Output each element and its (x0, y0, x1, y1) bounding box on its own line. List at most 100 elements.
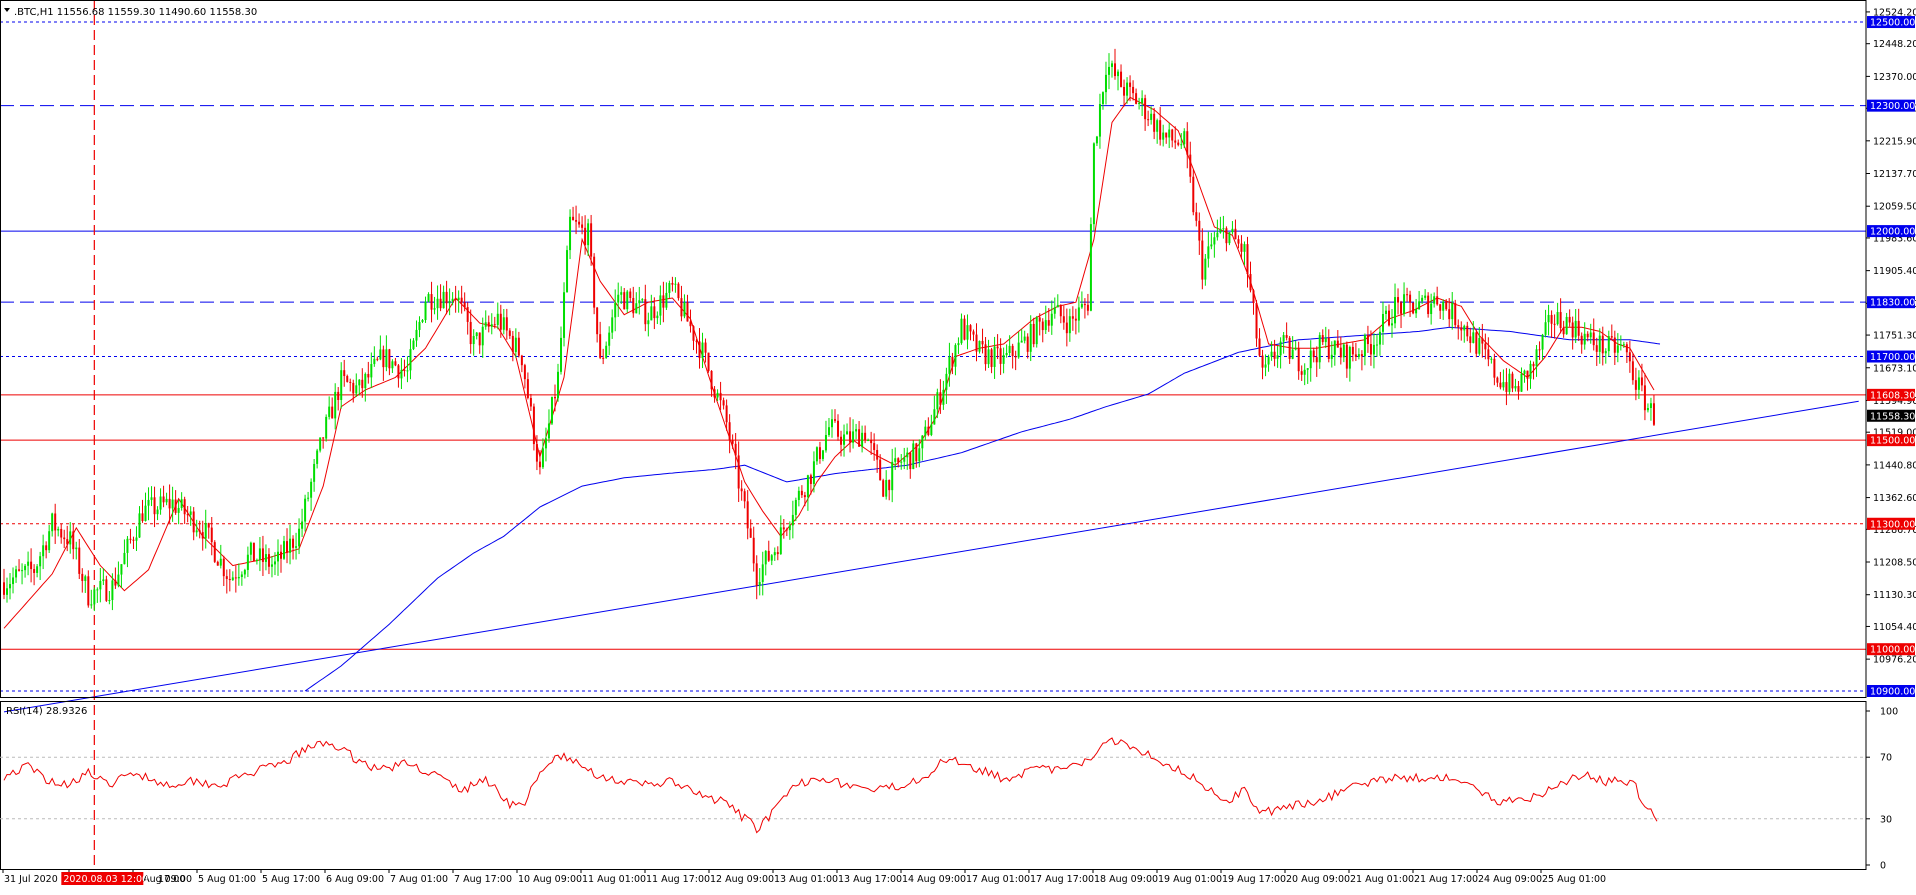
candle-body (1258, 338, 1261, 356)
candle-body (1171, 129, 1174, 141)
candle-body (508, 330, 511, 336)
candle-body (69, 531, 72, 545)
candle-body (897, 458, 900, 463)
candle-body (463, 302, 466, 308)
candle-body (846, 431, 849, 435)
candle-body (267, 554, 270, 567)
candle-body (84, 576, 87, 581)
candle-body (111, 580, 114, 601)
candle-body (520, 355, 523, 366)
candle-body (1041, 321, 1044, 331)
level-price-label: 10900.00 (1870, 687, 1915, 698)
candle-body (144, 505, 147, 521)
candle-body (532, 406, 535, 445)
candle-body (1300, 371, 1303, 375)
candle-body (153, 497, 156, 515)
candle-body (129, 538, 132, 540)
candle-body (1336, 340, 1339, 348)
candle-body (677, 283, 680, 299)
candle-body (493, 324, 496, 326)
candle-body (1484, 343, 1487, 350)
candle-body (51, 513, 54, 532)
level-price-tag (1867, 296, 1915, 309)
candle-body (1394, 297, 1397, 324)
candle-body (951, 356, 954, 367)
candle-body (557, 371, 559, 399)
candle-body (1324, 338, 1327, 343)
candle-body (1378, 331, 1381, 345)
candle-body (1342, 344, 1345, 358)
y-tick-label: 11594.90 (1873, 396, 1916, 407)
candle-body (385, 349, 388, 368)
candle-body (451, 298, 454, 301)
candle-body (752, 537, 755, 564)
candle-body (364, 373, 367, 389)
candle-body (1117, 71, 1120, 77)
level-price-label: 12000.00 (1870, 227, 1915, 238)
candle-body (770, 555, 773, 561)
candle-body (168, 498, 171, 509)
candle-body (1451, 302, 1454, 320)
candle-body (252, 542, 255, 562)
candle-body (541, 448, 544, 468)
candle-body (334, 391, 337, 419)
candle-body (704, 342, 707, 353)
candle-body (1056, 304, 1059, 308)
candle-body (460, 297, 463, 303)
candle-body (1120, 71, 1123, 87)
candle-body (286, 541, 289, 553)
candle-body (1189, 154, 1192, 177)
candle-body (1511, 373, 1514, 389)
candle-body (797, 490, 800, 500)
candle-body (779, 527, 782, 555)
candle-body (1517, 386, 1520, 392)
candle-body (439, 298, 442, 309)
level-price-label: 12500.00 (1870, 18, 1915, 29)
candle-body (192, 511, 195, 533)
candle-body (210, 527, 213, 543)
candle-body (349, 381, 352, 383)
candle-body (1631, 361, 1634, 381)
x-tick-label: 18 Aug 09:00 (1094, 874, 1158, 885)
ma-fast-line (3, 96, 1655, 629)
candle-body (1198, 220, 1201, 241)
rsi-y-tick-label: 30 (1880, 814, 1892, 825)
candle-body (1123, 86, 1126, 96)
candle-body (15, 569, 18, 578)
candle-body (581, 224, 584, 228)
candle-body (933, 409, 936, 425)
candle-body (852, 431, 855, 443)
candle-body (930, 424, 933, 435)
candle-body (879, 459, 882, 481)
candle-body (1415, 309, 1418, 314)
candle-body (1595, 345, 1598, 352)
candle-body (466, 307, 469, 322)
candle-body (1583, 333, 1586, 345)
candle-body (1439, 304, 1442, 311)
x-tick-label: 21 Aug 01:00 (1350, 874, 1414, 885)
candle-body (1628, 352, 1631, 362)
candle-body (487, 322, 490, 327)
candle-body (1297, 347, 1300, 372)
candle-body (1466, 325, 1469, 337)
candle-body (316, 450, 319, 464)
candle-body (1044, 320, 1047, 331)
candle-body (1550, 314, 1553, 324)
candle-body (469, 321, 472, 345)
candle-body (1111, 63, 1113, 67)
candle-body (499, 313, 502, 330)
candle-body (1541, 334, 1544, 350)
candle-body (1135, 93, 1138, 104)
candle-body (960, 318, 963, 344)
candle-body (608, 332, 611, 346)
y-tick-label: 12215.90 (1873, 136, 1916, 147)
candle-body (394, 361, 397, 366)
candle-body (834, 419, 836, 421)
candle-body (295, 546, 298, 548)
candle-body (587, 223, 590, 246)
candle-body (379, 349, 382, 360)
candle-body (454, 298, 457, 300)
candle-body (653, 306, 656, 319)
